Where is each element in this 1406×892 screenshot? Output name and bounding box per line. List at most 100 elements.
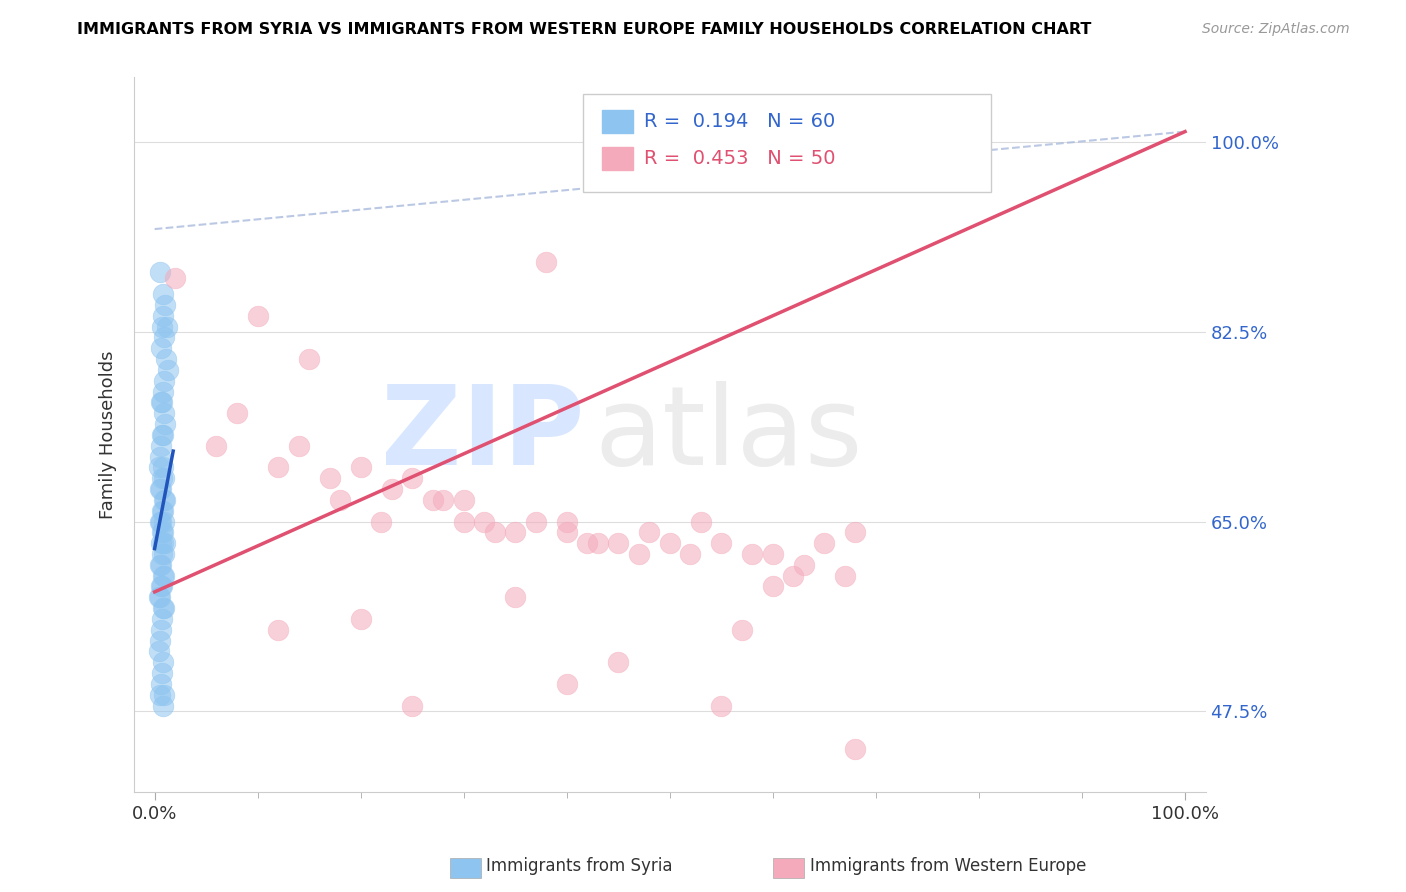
Point: [148, 644, 170, 658]
Point: [329, 492, 352, 507]
Point: [149, 482, 172, 496]
Point: [149, 395, 172, 409]
Point: [150, 504, 173, 518]
Point: [370, 515, 392, 529]
Point: [153, 417, 176, 431]
Point: [153, 547, 176, 561]
Point: [150, 580, 173, 594]
Point: [555, 525, 578, 540]
Point: [350, 612, 373, 626]
Point: [503, 525, 526, 540]
Point: [153, 688, 176, 702]
Point: [422, 492, 444, 507]
Point: [298, 352, 321, 367]
Point: [149, 580, 172, 594]
Point: [156, 319, 179, 334]
Point: [782, 568, 804, 582]
Point: [152, 287, 174, 301]
Point: [453, 492, 475, 507]
Point: [689, 515, 711, 529]
Point: [149, 688, 172, 702]
Point: [152, 504, 174, 518]
Point: [401, 698, 423, 713]
Point: [152, 698, 174, 713]
Point: [813, 536, 835, 550]
Point: [607, 656, 630, 670]
Point: [149, 515, 172, 529]
Point: [149, 591, 172, 605]
Text: R =  0.453   N = 50: R = 0.453 N = 50: [644, 149, 835, 169]
Point: [288, 439, 311, 453]
Point: [267, 623, 290, 637]
Point: [844, 525, 866, 540]
Point: [149, 439, 172, 453]
Point: [148, 591, 170, 605]
Point: [152, 525, 174, 540]
Point: [152, 601, 174, 615]
Point: [555, 677, 578, 691]
Point: [153, 298, 176, 312]
Point: [153, 536, 176, 550]
Text: atlas: atlas: [595, 382, 863, 488]
Point: [267, 460, 290, 475]
Point: [350, 460, 373, 475]
Point: [153, 330, 176, 344]
Point: [150, 666, 173, 681]
Point: [150, 395, 173, 409]
Point: [155, 352, 177, 367]
Point: [149, 558, 172, 572]
Point: [638, 525, 661, 540]
Point: [149, 515, 172, 529]
Point: [150, 471, 173, 485]
Point: [453, 515, 475, 529]
Point: [503, 591, 526, 605]
Point: [152, 309, 174, 323]
Point: [205, 439, 228, 453]
Point: [153, 601, 176, 615]
Point: [524, 515, 547, 529]
Point: [165, 270, 187, 285]
Text: Source: ZipAtlas.com: Source: ZipAtlas.com: [1202, 22, 1350, 37]
Point: [150, 319, 173, 334]
Point: [246, 309, 269, 323]
Point: [474, 515, 496, 529]
Point: [149, 536, 172, 550]
Point: [534, 254, 557, 268]
Point: [576, 536, 599, 550]
Point: [658, 536, 681, 550]
Point: [153, 374, 176, 388]
Point: [710, 536, 733, 550]
Point: [484, 525, 506, 540]
Text: Immigrants from Syria: Immigrants from Syria: [486, 857, 673, 875]
Point: [153, 471, 176, 485]
Point: [152, 428, 174, 442]
Text: ZIP: ZIP: [381, 382, 583, 488]
Point: [148, 460, 170, 475]
Point: [149, 623, 172, 637]
Point: [153, 515, 176, 529]
Text: IMMIGRANTS FROM SYRIA VS IMMIGRANTS FROM WESTERN EUROPE FAMILY HOUSEHOLDS CORREL: IMMIGRANTS FROM SYRIA VS IMMIGRANTS FROM…: [77, 22, 1091, 37]
Point: [149, 558, 172, 572]
Point: [381, 482, 404, 496]
Text: R =  0.194   N = 60: R = 0.194 N = 60: [644, 112, 835, 131]
Point: [152, 656, 174, 670]
Point: [150, 612, 173, 626]
Point: [432, 492, 454, 507]
Point: [226, 406, 249, 420]
Point: [731, 623, 754, 637]
Point: [152, 568, 174, 582]
Y-axis label: Family Households: Family Households: [100, 351, 117, 519]
Point: [793, 558, 815, 572]
Point: [150, 428, 173, 442]
Point: [149, 633, 172, 648]
Point: [627, 547, 650, 561]
Point: [149, 677, 172, 691]
Point: [401, 471, 423, 485]
Point: [153, 406, 176, 420]
Point: [149, 450, 172, 464]
Point: [319, 471, 342, 485]
Point: [149, 265, 172, 279]
Point: [152, 536, 174, 550]
Point: [762, 547, 785, 561]
Point: [834, 568, 856, 582]
